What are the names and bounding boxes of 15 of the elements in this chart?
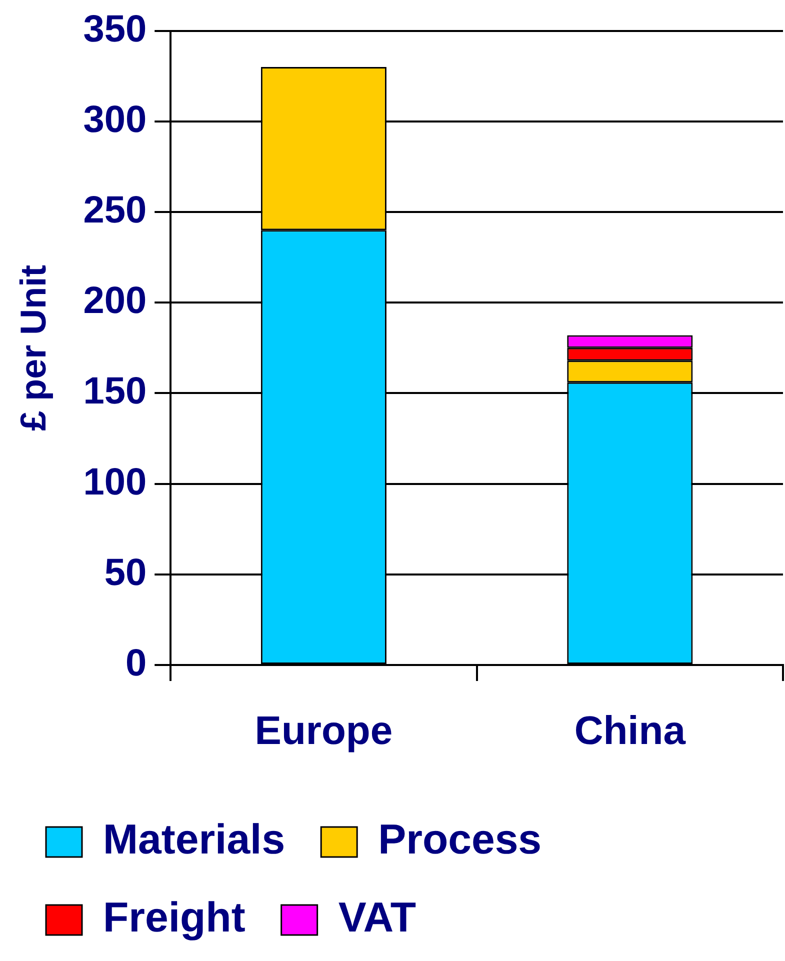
y-tick-label: 300 — [83, 98, 147, 141]
y-tick-label: 100 — [83, 461, 147, 504]
y-tick-label: 0 — [125, 642, 147, 684]
x-tick-label: China — [574, 709, 686, 754]
y-tick-label: 250 — [83, 189, 147, 232]
legend-label: Process — [378, 816, 542, 863]
legend-label: Materials — [103, 816, 286, 863]
x-tick-label: Europe — [254, 709, 393, 754]
y-axis-title: £ per Unit — [12, 264, 54, 431]
y-tick-label: 350 — [83, 8, 147, 50]
legend-label: VAT — [338, 894, 416, 941]
y-tick-label: 50 — [104, 552, 147, 594]
y-tick-label: 150 — [83, 370, 147, 413]
y-tick-label: 200 — [83, 280, 147, 322]
legend-label: Freight — [103, 894, 246, 941]
